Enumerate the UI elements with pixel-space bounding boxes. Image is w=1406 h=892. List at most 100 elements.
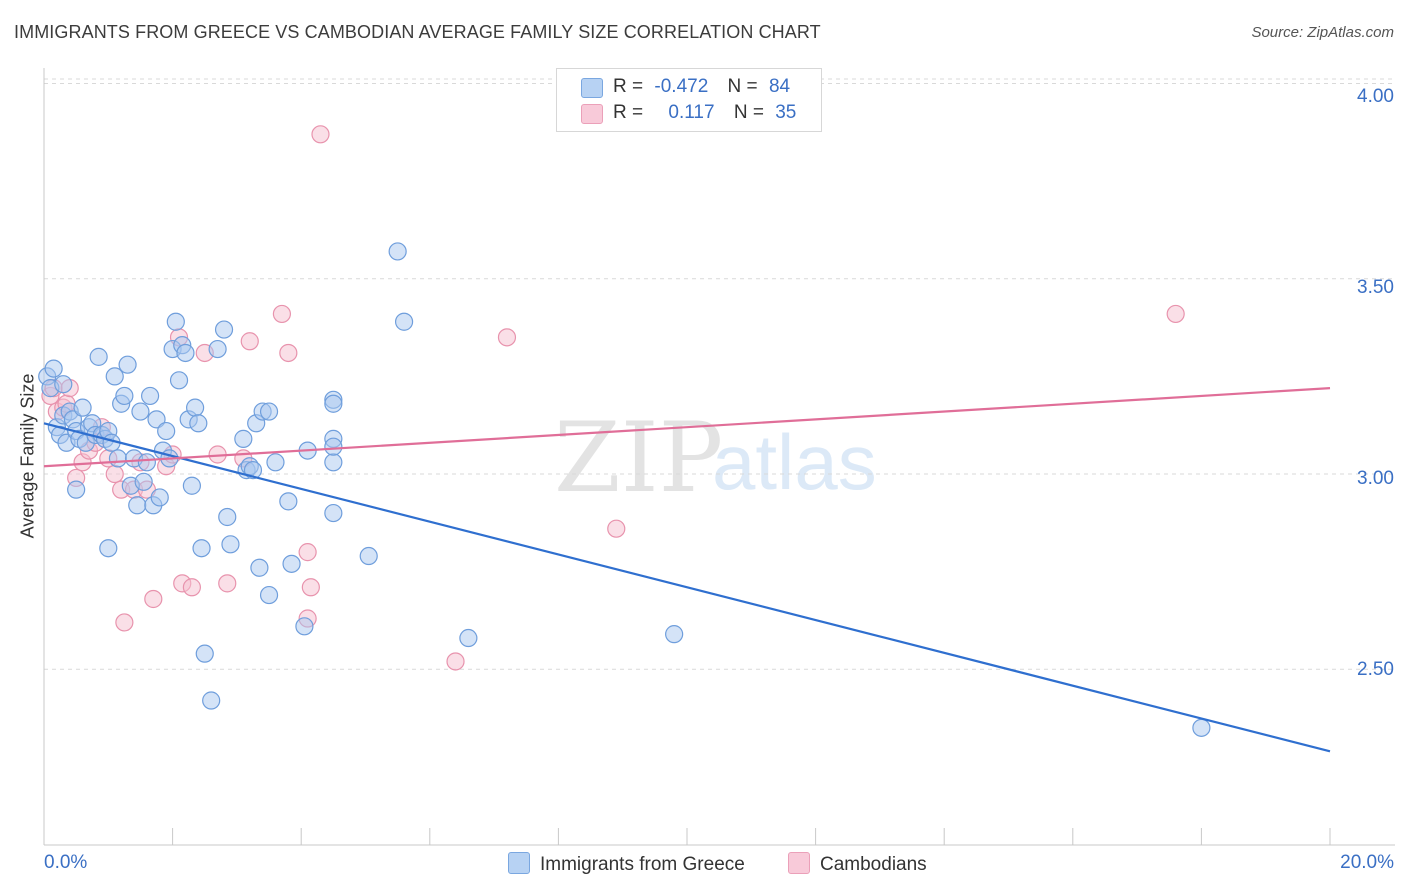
cambodia-point-36: [446, 652, 465, 671]
greece-point-80: [459, 628, 478, 648]
greece-swatch: [581, 78, 603, 98]
x-tick-label-max: 20.0%: [1340, 852, 1394, 873]
legend-greece-label: Immigrants from Greece: [540, 854, 745, 875]
greece-point-75: [324, 453, 343, 472]
cambodia-n-label: N =: [733, 102, 764, 123]
greece-point-73: [324, 503, 343, 523]
source-label[interactable]: Source: ZipAtlas.com: [1251, 24, 1394, 41]
cambodia-point-33: [301, 578, 320, 597]
greece-point-52: [202, 691, 221, 710]
watermark-zip: ZIP: [554, 402, 723, 514]
greece-point-67: [279, 492, 298, 511]
greece-point-45: [176, 343, 195, 363]
y-tick-label-2.50: 2.50: [1357, 659, 1394, 680]
greece-point-2: [44, 359, 63, 378]
greece-point-39: [157, 421, 176, 441]
cambodia-point-35: [497, 328, 517, 347]
cambodia-point-28: [240, 332, 259, 351]
stats-legend: R = -0.472 N = 84 R = 0.117 N = 35: [556, 68, 822, 132]
cambodia-point-25: [182, 578, 201, 597]
greece-point-36: [147, 410, 166, 429]
y-tick-label-3.50: 3.50: [1357, 277, 1394, 298]
trend-lines: [43, 387, 1331, 753]
greece-point-66: [266, 453, 285, 472]
greece-point-33: [137, 453, 156, 472]
greece-point-57: [234, 429, 253, 448]
cambodia-point-32: [298, 543, 317, 562]
greece-r-value: -0.472: [654, 76, 709, 97]
greece-point-65: [259, 402, 279, 421]
greece-point-48: [186, 398, 205, 417]
axes: [43, 68, 1395, 846]
greece-point-24: [108, 449, 128, 468]
greece-point-34: [140, 386, 160, 406]
greece-point-10: [67, 480, 86, 499]
greece-point-54: [214, 320, 234, 339]
greece-point-30: [128, 496, 147, 515]
legend-cambodia-label: Cambodians: [820, 854, 927, 875]
watermark: ZIP atlas: [554, 402, 877, 514]
greece-point-69: [295, 617, 314, 636]
y-tick-label-4.00: 4.00: [1357, 86, 1394, 107]
greece-point-42: [166, 312, 185, 331]
greece-point-31: [131, 402, 150, 421]
greece-point-68: [282, 554, 301, 573]
cambodia-swatch: [581, 104, 603, 124]
greece-point-79: [394, 312, 414, 331]
y-axis-label: Average Family Size: [17, 373, 38, 539]
greece-point-49: [189, 414, 208, 433]
chart-title: IMMIGRANTS FROM GREECE VS CAMBODIAN AVER…: [14, 22, 821, 42]
greece-point-77: [359, 546, 378, 566]
cambodia-point-37: [607, 519, 626, 538]
cambodia-n-value: 35: [775, 102, 797, 123]
greece-point-23: [105, 367, 124, 386]
greece-point-62: [250, 558, 269, 577]
greece-point-72: [324, 394, 343, 413]
greece-point-51: [195, 644, 214, 663]
greece-point-27: [118, 355, 137, 374]
greece-r-label: R =: [613, 76, 644, 97]
legend-greece-swatch: [508, 852, 530, 874]
cambodia-r-value: 0.117: [668, 102, 715, 123]
watermark-atlas: atlas: [712, 418, 877, 506]
greece-point-53: [208, 339, 227, 359]
data-points: [38, 125, 1211, 737]
greece-point-76: [324, 437, 343, 456]
greece-trend-line: [43, 422, 1331, 753]
legend-item-cambodia[interactable]: Cambodians: [788, 852, 927, 876]
cambodia-r-label: R =: [613, 102, 644, 123]
greece-point-37: [150, 488, 169, 507]
greece-point-21: [99, 539, 118, 558]
greece-point-17: [89, 347, 108, 366]
greece-point-55: [218, 507, 237, 527]
greece-point-26: [115, 386, 134, 406]
greece-n-label: N =: [727, 76, 758, 97]
greece-point-12: [73, 398, 92, 417]
greece-point-43: [169, 371, 189, 390]
greece-point-32: [134, 472, 153, 491]
cambodia-point-26: [218, 574, 237, 593]
cambodia-point-12: [105, 464, 124, 484]
gridlines: [44, 78, 1395, 670]
greece-point-50: [192, 539, 211, 558]
legend-cambodia-swatch: [788, 852, 810, 874]
greece-point-56: [221, 535, 240, 554]
cambodia-point-29: [272, 304, 292, 324]
cambodia-point-38: [1166, 304, 1185, 324]
greece-point-81: [665, 625, 684, 644]
cambodia-point-30: [279, 343, 298, 363]
greece-n-value: 84: [768, 76, 791, 97]
greece-point-78: [388, 242, 407, 261]
x-tick-label-min: 0.0%: [44, 852, 88, 873]
greece-point-47: [182, 476, 201, 495]
greece-point-82: [1192, 718, 1211, 737]
greece-point-83: [54, 375, 73, 394]
cambodia-trend-line: [43, 387, 1331, 468]
cambodia-point-14: [115, 613, 134, 632]
y-tick-label-3.00: 3.00: [1357, 468, 1394, 489]
cambodia-point-34: [311, 125, 330, 144]
greece-point-64: [259, 585, 279, 605]
cambodia-point-18: [144, 589, 163, 609]
legend-item-greece[interactable]: Immigrants from Greece: [508, 852, 745, 876]
